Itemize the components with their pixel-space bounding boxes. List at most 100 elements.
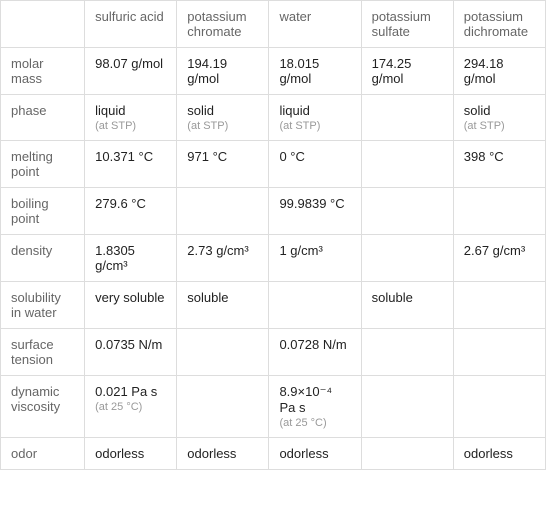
cell-value: odorless bbox=[95, 446, 144, 461]
column-header: potassium dichromate bbox=[453, 1, 545, 48]
table-cell bbox=[361, 95, 453, 141]
column-header: potassium sulfate bbox=[361, 1, 453, 48]
table-cell: 1.8305 g/cm³ bbox=[85, 235, 177, 282]
row-label: dynamic viscosity bbox=[1, 376, 85, 438]
column-header: potassium chromate bbox=[177, 1, 269, 48]
table-cell: 174.25 g/mol bbox=[361, 48, 453, 95]
table-cell: solid (at STP) bbox=[453, 95, 545, 141]
table-cell bbox=[453, 329, 545, 376]
table-cell bbox=[361, 141, 453, 188]
cell-value: 2.67 g/cm³ bbox=[464, 243, 525, 258]
cell-sub: (at STP) bbox=[95, 120, 166, 132]
cell-value: 1.8305 g/cm³ bbox=[95, 243, 135, 273]
table-cell bbox=[269, 282, 361, 329]
row-label: boiling point bbox=[1, 188, 85, 235]
cell-sub: (at 25 °C) bbox=[95, 401, 166, 413]
table-cell: 99.9839 °C bbox=[269, 188, 361, 235]
table-cell bbox=[453, 376, 545, 438]
table-cell: odorless bbox=[85, 438, 177, 470]
table-row: phase liquid (at STP) solid (at STP) liqui… bbox=[1, 95, 546, 141]
table-cell: soluble bbox=[361, 282, 453, 329]
table-cell: solid (at STP) bbox=[177, 95, 269, 141]
cell-sub: (at STP) bbox=[279, 120, 350, 132]
table-cell: 98.07 g/mol bbox=[85, 48, 177, 95]
table-row: solubility in water very soluble soluble… bbox=[1, 282, 546, 329]
table-cell: soluble bbox=[177, 282, 269, 329]
column-header: water bbox=[269, 1, 361, 48]
table-cell: odorless bbox=[177, 438, 269, 470]
properties-table: sulfuric acid potassium chromate water p… bbox=[0, 0, 546, 470]
table-cell: very soluble bbox=[85, 282, 177, 329]
table-cell bbox=[361, 188, 453, 235]
table-cell: 398 °C bbox=[453, 141, 545, 188]
table-cell bbox=[361, 329, 453, 376]
cell-value: 99.9839 °C bbox=[279, 196, 344, 211]
table-cell bbox=[177, 376, 269, 438]
cell-value: 18.015 g/mol bbox=[279, 56, 319, 86]
table-row: surface tension 0.0735 N/m 0.0728 N/m bbox=[1, 329, 546, 376]
header-row: sulfuric acid potassium chromate water p… bbox=[1, 1, 546, 48]
row-label: phase bbox=[1, 95, 85, 141]
cell-value: 971 °C bbox=[187, 149, 227, 164]
table-cell: 10.371 °C bbox=[85, 141, 177, 188]
table-cell: 294.18 g/mol bbox=[453, 48, 545, 95]
table-row: boiling point 279.6 °C 99.9839 °C bbox=[1, 188, 546, 235]
cell-sub: (at STP) bbox=[464, 120, 535, 132]
cell-value: solid bbox=[187, 103, 214, 118]
table-body: molar mass 98.07 g/mol 194.19 g/mol 18.0… bbox=[1, 48, 546, 470]
table-row: odor odorless odorless odorless odorless bbox=[1, 438, 546, 470]
table-cell: odorless bbox=[269, 438, 361, 470]
table-cell: 0.0735 N/m bbox=[85, 329, 177, 376]
cell-value: 279.6 °C bbox=[95, 196, 146, 211]
cell-value: 194.19 g/mol bbox=[187, 56, 227, 86]
table-cell: 0.0728 N/m bbox=[269, 329, 361, 376]
cell-value: 0 °C bbox=[279, 149, 304, 164]
row-label: solubility in water bbox=[1, 282, 85, 329]
cell-value: 0.021 Pa s bbox=[95, 384, 157, 399]
cell-value: 1 g/cm³ bbox=[279, 243, 322, 258]
cell-value: 98.07 g/mol bbox=[95, 56, 163, 71]
cell-value: 0.0728 N/m bbox=[279, 337, 346, 352]
table-row: molar mass 98.07 g/mol 194.19 g/mol 18.0… bbox=[1, 48, 546, 95]
row-label: odor bbox=[1, 438, 85, 470]
table-cell: liquid (at STP) bbox=[269, 95, 361, 141]
cell-value: solid bbox=[464, 103, 491, 118]
cell-value: 294.18 g/mol bbox=[464, 56, 504, 86]
table-cell: odorless bbox=[453, 438, 545, 470]
cell-value: 10.371 °C bbox=[95, 149, 153, 164]
table-cell: 0 °C bbox=[269, 141, 361, 188]
header-empty bbox=[1, 1, 85, 48]
cell-value: 2.73 g/cm³ bbox=[187, 243, 248, 258]
row-label: density bbox=[1, 235, 85, 282]
row-label: melting point bbox=[1, 141, 85, 188]
table-cell bbox=[177, 188, 269, 235]
table-cell: liquid (at STP) bbox=[85, 95, 177, 141]
table-cell bbox=[453, 282, 545, 329]
cell-value: very soluble bbox=[95, 290, 164, 305]
table-cell bbox=[177, 329, 269, 376]
cell-value: odorless bbox=[279, 446, 328, 461]
table-cell: 18.015 g/mol bbox=[269, 48, 361, 95]
cell-value: 174.25 g/mol bbox=[372, 56, 412, 86]
cell-value: 0.0735 N/m bbox=[95, 337, 162, 352]
cell-value: soluble bbox=[372, 290, 413, 305]
table-cell: 2.67 g/cm³ bbox=[453, 235, 545, 282]
cell-value: 8.9×10⁻⁴ Pa s bbox=[279, 384, 332, 415]
cell-sub: (at STP) bbox=[187, 120, 258, 132]
cell-value: odorless bbox=[464, 446, 513, 461]
cell-value: liquid bbox=[95, 103, 125, 118]
cell-value: odorless bbox=[187, 446, 236, 461]
row-label: molar mass bbox=[1, 48, 85, 95]
table-cell: 279.6 °C bbox=[85, 188, 177, 235]
table-cell bbox=[361, 376, 453, 438]
table-row: dynamic viscosity 0.021 Pa s (at 25 °C) 8… bbox=[1, 376, 546, 438]
table-cell: 2.73 g/cm³ bbox=[177, 235, 269, 282]
cell-value: liquid bbox=[279, 103, 309, 118]
table-cell: 971 °C bbox=[177, 141, 269, 188]
table-cell bbox=[453, 188, 545, 235]
table-row: melting point 10.371 °C 971 °C 0 °C 398 … bbox=[1, 141, 546, 188]
table-cell: 8.9×10⁻⁴ Pa s(at 25 °C) bbox=[269, 376, 361, 438]
column-header: sulfuric acid bbox=[85, 1, 177, 48]
row-label: surface tension bbox=[1, 329, 85, 376]
table-cell: 0.021 Pa s (at 25 °C) bbox=[85, 376, 177, 438]
